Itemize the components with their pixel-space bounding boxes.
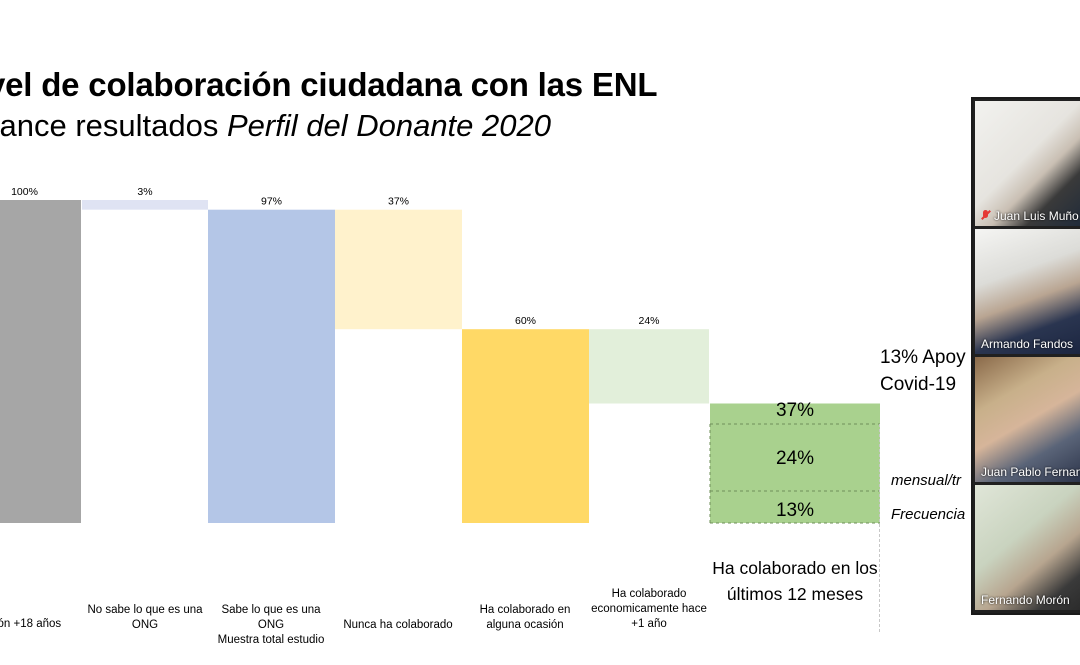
slide-subtitle: vance resultados Perfil del Donante 2020 xyxy=(0,108,551,144)
bar-value-label: 3% xyxy=(137,186,152,198)
participant-tile[interactable]: Armando Fandos xyxy=(975,229,1080,354)
slide-title: ivel de colaboración ciudadana con las E… xyxy=(0,66,658,103)
video-feed xyxy=(975,229,1080,354)
category-label: Sabe lo que es una ONG Muestra total est… xyxy=(217,604,325,646)
bar-3 xyxy=(335,209,462,330)
video-feed xyxy=(975,357,1080,482)
bar-4 xyxy=(462,329,589,523)
side-note: 13% Apoy Covid-19 xyxy=(880,344,966,398)
subtitle-italic: Perfil del Donante 2020 xyxy=(226,108,551,143)
bar-1 xyxy=(82,200,208,210)
participant-name: Juan Luis Muño xyxy=(981,209,1079,223)
muted-mic-icon xyxy=(981,210,990,221)
participant-name: Juan Pablo Fernan xyxy=(981,465,1080,479)
subtitle-prefix: vance resultados xyxy=(0,108,227,143)
highlight-value-24: 24% xyxy=(775,448,815,469)
video-participants-panel[interactable]: Juan Luis Muño Armando Fandos Juan Pablo… xyxy=(971,97,1080,615)
category-label: Ha colaborado economicamente hace +1 año xyxy=(591,588,707,630)
category-label: Ha colaborado en alguna ocasión xyxy=(479,604,571,631)
participant-tile[interactable]: Fernando Morón xyxy=(975,485,1080,610)
bar-value-label: 60% xyxy=(515,315,536,327)
bar-0 xyxy=(0,200,81,523)
participant-tile[interactable]: Juan Pablo Fernan xyxy=(975,357,1080,482)
category-label: No sabe lo que es una ONG xyxy=(83,603,207,633)
category-label: ación +18 años xyxy=(0,618,62,630)
waterfall-chart: 100% 3% 97% 37% 60% 24% xyxy=(0,186,880,524)
bar-6 xyxy=(710,403,880,523)
side-note-line2: Covid-19 xyxy=(880,374,957,395)
category-text: No sabe lo que es una ONG xyxy=(87,604,203,631)
bar-5 xyxy=(589,329,709,404)
video-feed xyxy=(975,485,1080,610)
dashed-divider xyxy=(879,424,880,632)
side-italic-1: mensual/tr xyxy=(891,472,962,489)
participant-name-text: Juan Luis Muño xyxy=(994,209,1079,223)
side-italic-2: Frecuencia xyxy=(891,506,966,523)
bar-value-label: 100% xyxy=(11,186,38,198)
bar-value-label: 37% xyxy=(388,196,409,208)
participant-tile[interactable]: Juan Luis Muño xyxy=(975,101,1080,226)
participant-name: Fernando Morón xyxy=(981,593,1070,607)
highlight-value-13: 13% xyxy=(775,500,815,521)
video-feed xyxy=(975,101,1080,226)
highlight-label: Ha colaborado en los últimos 12 meses xyxy=(712,558,878,604)
bar-2 xyxy=(208,209,335,523)
bar-value-label: 24% xyxy=(638,315,659,327)
participant-name: Armando Fandos xyxy=(981,337,1074,351)
bar-value-label: 97% xyxy=(261,196,282,208)
highlight-top-value: 37% xyxy=(775,400,815,421)
category-label: Nunca ha colaborado xyxy=(343,619,453,631)
side-note-line1: 13% Apoy xyxy=(880,347,966,368)
